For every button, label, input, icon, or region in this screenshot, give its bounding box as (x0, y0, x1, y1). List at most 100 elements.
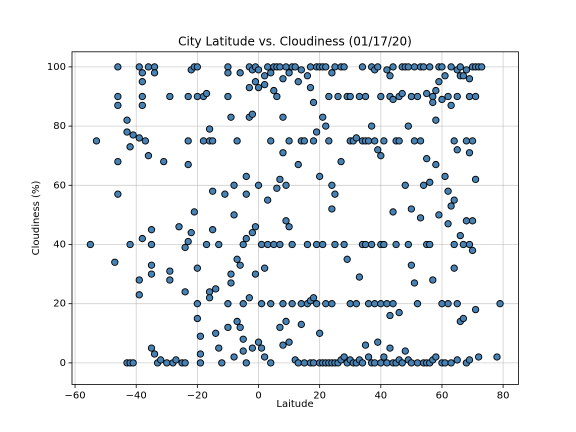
point (401, 347, 409, 355)
point (248, 110, 257, 118)
point (374, 63, 382, 71)
point (383, 359, 391, 367)
x-tick-label: −60 (65, 391, 86, 402)
point (331, 240, 339, 249)
point (340, 353, 348, 361)
point (276, 240, 284, 249)
point (212, 329, 220, 337)
point (435, 211, 443, 219)
point (150, 63, 159, 71)
point (245, 83, 253, 92)
point (340, 63, 348, 71)
point (285, 338, 293, 346)
point (407, 261, 416, 269)
point (322, 122, 330, 130)
point (114, 63, 122, 71)
x-tick-label: 80 (497, 391, 510, 402)
point (294, 359, 302, 367)
point (224, 300, 232, 308)
point (377, 92, 385, 101)
point (371, 137, 379, 145)
point (208, 226, 217, 234)
point (410, 279, 419, 287)
point (471, 305, 480, 314)
point (316, 172, 324, 181)
point (273, 92, 281, 101)
point (196, 350, 205, 358)
point (147, 270, 156, 278)
point (254, 66, 263, 74)
point (291, 63, 299, 71)
point (465, 75, 474, 83)
point (208, 187, 217, 195)
point (282, 181, 290, 189)
point (202, 240, 211, 249)
point (383, 300, 391, 308)
point (325, 92, 333, 101)
point (282, 63, 290, 71)
x-tick-label: 40 (374, 391, 387, 402)
point (306, 63, 315, 71)
point (444, 220, 452, 228)
point (340, 240, 348, 249)
point (413, 359, 422, 367)
point (193, 63, 202, 71)
point (319, 240, 327, 249)
point (459, 314, 468, 323)
point (410, 137, 419, 145)
point (380, 353, 388, 361)
point (297, 320, 305, 329)
point (193, 300, 202, 308)
point (251, 270, 260, 278)
point (416, 214, 425, 222)
point (419, 181, 428, 189)
point (328, 181, 336, 189)
point (224, 92, 232, 101)
point (267, 69, 275, 77)
point (423, 89, 431, 98)
point (166, 276, 174, 284)
point (257, 344, 266, 352)
point (447, 63, 455, 71)
point (184, 137, 192, 145)
point (429, 276, 437, 284)
point (465, 92, 474, 101)
point (273, 184, 281, 192)
point (257, 240, 266, 249)
point (438, 63, 446, 71)
x-tick-label: 20 (313, 391, 326, 402)
point (389, 208, 397, 216)
point (407, 359, 416, 367)
point (227, 279, 235, 287)
point (377, 359, 385, 367)
point (462, 137, 471, 145)
point (355, 92, 364, 101)
point (435, 78, 443, 86)
point (285, 223, 293, 231)
point (215, 344, 223, 352)
point (475, 353, 483, 361)
point (337, 157, 345, 166)
point (92, 137, 101, 145)
point (380, 240, 388, 249)
point (322, 63, 330, 71)
x-tick-label: −20 (187, 391, 208, 402)
point (459, 240, 468, 249)
point (319, 113, 327, 121)
point (236, 261, 244, 269)
point (303, 72, 312, 80)
point (227, 270, 235, 278)
point (135, 134, 143, 142)
point (285, 69, 293, 77)
point (227, 113, 235, 121)
point (309, 137, 318, 145)
point (355, 273, 364, 281)
point (432, 353, 440, 361)
point (312, 240, 321, 249)
point (147, 226, 156, 234)
point (267, 137, 275, 145)
point (114, 190, 122, 198)
point (135, 63, 143, 71)
point (288, 300, 296, 308)
point (251, 223, 260, 231)
